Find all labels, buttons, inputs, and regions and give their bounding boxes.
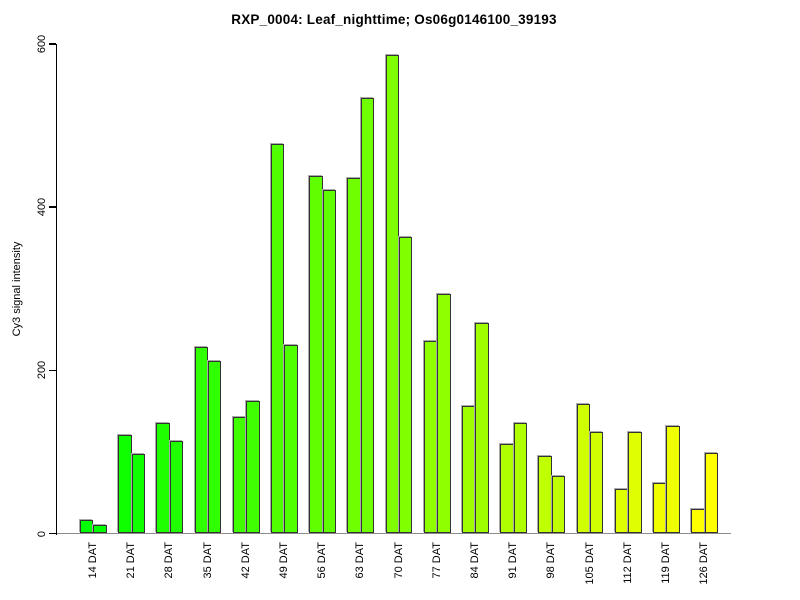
- bar-91-dat-right: [513, 422, 527, 534]
- bar-70-dat-left: [385, 55, 399, 534]
- x-tick-label: 70 DAT: [392, 542, 405, 579]
- bar-63-dat-left: [347, 177, 361, 534]
- bar-42-dat-right: [246, 401, 260, 534]
- x-tick-label: 98 DAT: [545, 542, 558, 579]
- y-tick-label: 200: [36, 361, 48, 380]
- y-axis-label: Cy3 signal intensity: [11, 241, 23, 337]
- x-tick-label: 21 DAT: [125, 542, 138, 579]
- bar-98-dat-left: [538, 455, 552, 534]
- x-tick-label: 77 DAT: [430, 542, 443, 579]
- y-tick-mark: [49, 206, 56, 208]
- y-tick-label: 600: [36, 34, 48, 54]
- bar-21-dat-right: [131, 453, 145, 534]
- x-tick-label: 91 DAT: [507, 542, 520, 579]
- y-tick-label: 400: [36, 197, 48, 217]
- bar-112-dat-left: [614, 488, 629, 534]
- x-tick-label: 84 DAT: [468, 542, 481, 579]
- x-tick-label: 14 DAT: [86, 542, 99, 579]
- x-tick-label: 56 DAT: [316, 542, 329, 579]
- bar-42-dat-left: [232, 416, 247, 534]
- chart-title: RXP_0004: Leaf_nighttime; Os06g0146100_3…: [231, 12, 557, 27]
- x-axis-baseline: [57, 532, 731, 535]
- x-tick-label: 119 DAT: [659, 542, 672, 584]
- bar-56-dat-right: [322, 190, 336, 534]
- bar-126-dat-left: [691, 509, 705, 534]
- x-tick-label: 49 DAT: [277, 542, 290, 579]
- bar-14-dat-left: [80, 519, 94, 534]
- bar-28-dat-right: [169, 441, 184, 534]
- bar-119-dat-left: [653, 482, 667, 534]
- bar-98-dat-right: [551, 476, 566, 534]
- x-tick-label: 63 DAT: [354, 542, 367, 579]
- bar-49-dat-left: [271, 143, 285, 534]
- x-tick-label: 42 DAT: [239, 542, 252, 579]
- bar-84-dat-right: [475, 323, 489, 534]
- bar-63-dat-right: [360, 97, 375, 534]
- bar-14-dat-right: [93, 524, 107, 534]
- bar-112-dat-right: [628, 432, 642, 534]
- bar-70-dat-right: [399, 237, 413, 534]
- y-tick-mark: [49, 532, 56, 535]
- x-tick-label: 126 DAT: [698, 542, 711, 585]
- bar-35-dat-left: [194, 347, 208, 534]
- bar-84-dat-left: [462, 406, 476, 534]
- y-axis-line: [55, 43, 57, 535]
- bar-21-dat-left: [118, 434, 132, 534]
- bar-77-dat-right: [437, 293, 451, 534]
- bar-77-dat-left: [423, 340, 438, 534]
- x-tick-label: 28 DAT: [163, 542, 176, 579]
- bar-119-dat-right: [666, 425, 680, 534]
- x-tick-label: 35 DAT: [201, 542, 214, 579]
- bar-105-dat-right: [590, 431, 604, 534]
- x-tick-label: 112 DAT: [621, 542, 634, 584]
- bar-126-dat-right: [704, 452, 718, 534]
- x-tick-label: 105 DAT: [583, 542, 596, 585]
- y-tick-mark: [49, 369, 56, 372]
- bar-105-dat-left: [576, 403, 590, 534]
- y-tick-label: 0: [36, 530, 48, 537]
- bar-35-dat-right: [208, 361, 222, 534]
- y-tick-mark: [49, 43, 56, 45]
- bar-28-dat-left: [156, 422, 170, 534]
- bar-56-dat-left: [309, 176, 323, 534]
- bar-91-dat-left: [500, 443, 514, 534]
- bar-49-dat-right: [284, 345, 298, 534]
